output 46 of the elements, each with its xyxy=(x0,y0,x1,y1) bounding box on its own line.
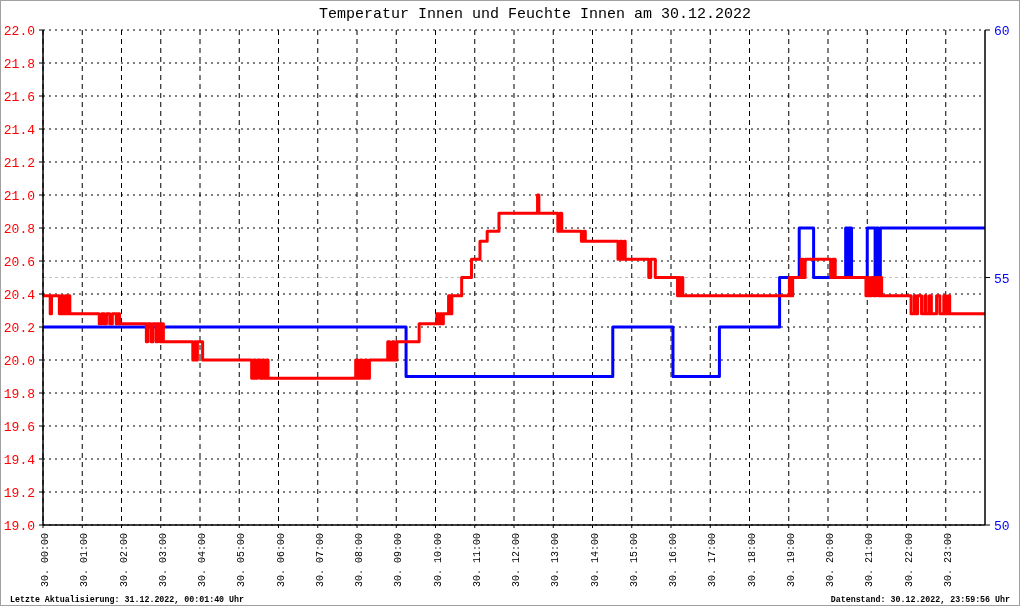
x-tick-label: 30. 11:00 xyxy=(471,533,483,588)
x-tick-label: 30. 05:00 xyxy=(235,533,247,588)
y-tick-label: 19.6 xyxy=(3,419,35,435)
x-tick-label: 30. 02:00 xyxy=(118,533,129,588)
x-tick-label: 30. 01:00 xyxy=(78,533,90,588)
x-tick-label: 30. 21:00 xyxy=(863,533,875,588)
y-tick-label: 21.6 xyxy=(3,89,35,105)
x-tick-label: 30. 18:00 xyxy=(746,533,757,588)
y-tick-label: 20.2 xyxy=(3,320,35,336)
x-tick-label: 30. 10:00 xyxy=(432,533,443,588)
x-tick-label: 30. 16:00 xyxy=(667,533,679,588)
x-tick-label: 30. 19:00 xyxy=(785,533,797,588)
x-tick-label: 30. 14:00 xyxy=(589,533,600,588)
y-tick-label: 19.2 xyxy=(3,485,35,501)
y-tick-label: 21.4 xyxy=(3,122,36,138)
text: Letzte Aktualisierung: 31.12.2022, 00:01:40 Uhr xyxy=(10,594,245,604)
x-tick-label: 30. 09:00 xyxy=(392,533,404,588)
y-tick-label: 19.8 xyxy=(3,386,35,402)
y2-tick-label: 50 xyxy=(994,518,1010,534)
y2-tick-label: 55 xyxy=(994,271,1010,286)
x-tick-label: 30. 07:00 xyxy=(314,533,326,588)
y-tick-label: 20.8 xyxy=(3,221,35,237)
x-tick-label: 30. 08:00 xyxy=(353,533,365,588)
y-tick-label: 19.0 xyxy=(3,518,35,534)
x-tick-label: 30. 03:00 xyxy=(157,533,169,588)
x-tick-label: 30. 15:00 xyxy=(628,533,640,588)
y-tick-label: 19.4 xyxy=(3,452,36,468)
x-tick-label: 30. 12:00 xyxy=(510,533,522,588)
x-tick-label: 30. 17:00 xyxy=(706,533,718,588)
y-tick-label: 22.0 xyxy=(3,23,35,39)
x-tick-label: 30. 04:00 xyxy=(196,533,208,588)
y-tick-label: 21.2 xyxy=(3,155,35,171)
x-tick-label: 30. 20:00 xyxy=(824,533,836,588)
text: Datenstand: 30.12.2022, 23:59:56 Uhr xyxy=(830,594,1011,604)
y-tick-label: 21.8 xyxy=(3,56,35,72)
x-tick-label: 30. 06:00 xyxy=(275,533,286,588)
y-tick-label: 20.6 xyxy=(3,254,35,270)
y-tick-label: 20.0 xyxy=(3,353,35,369)
x-tick-label: 30. 13:00 xyxy=(549,533,561,588)
y-tick-label: 21.0 xyxy=(3,188,35,204)
x-tick-label: 30. 00:00 xyxy=(39,533,51,588)
y-tick-label: 20.4 xyxy=(3,287,36,303)
x-tick-label: 30. 23:00 xyxy=(942,533,954,588)
y2-tick-label: 60 xyxy=(994,23,1010,39)
chart-title: Temperatur Innen und Feuchte Innen am 30.12.2022 xyxy=(318,5,752,23)
x-tick-label: 30. 22:00 xyxy=(903,533,914,588)
